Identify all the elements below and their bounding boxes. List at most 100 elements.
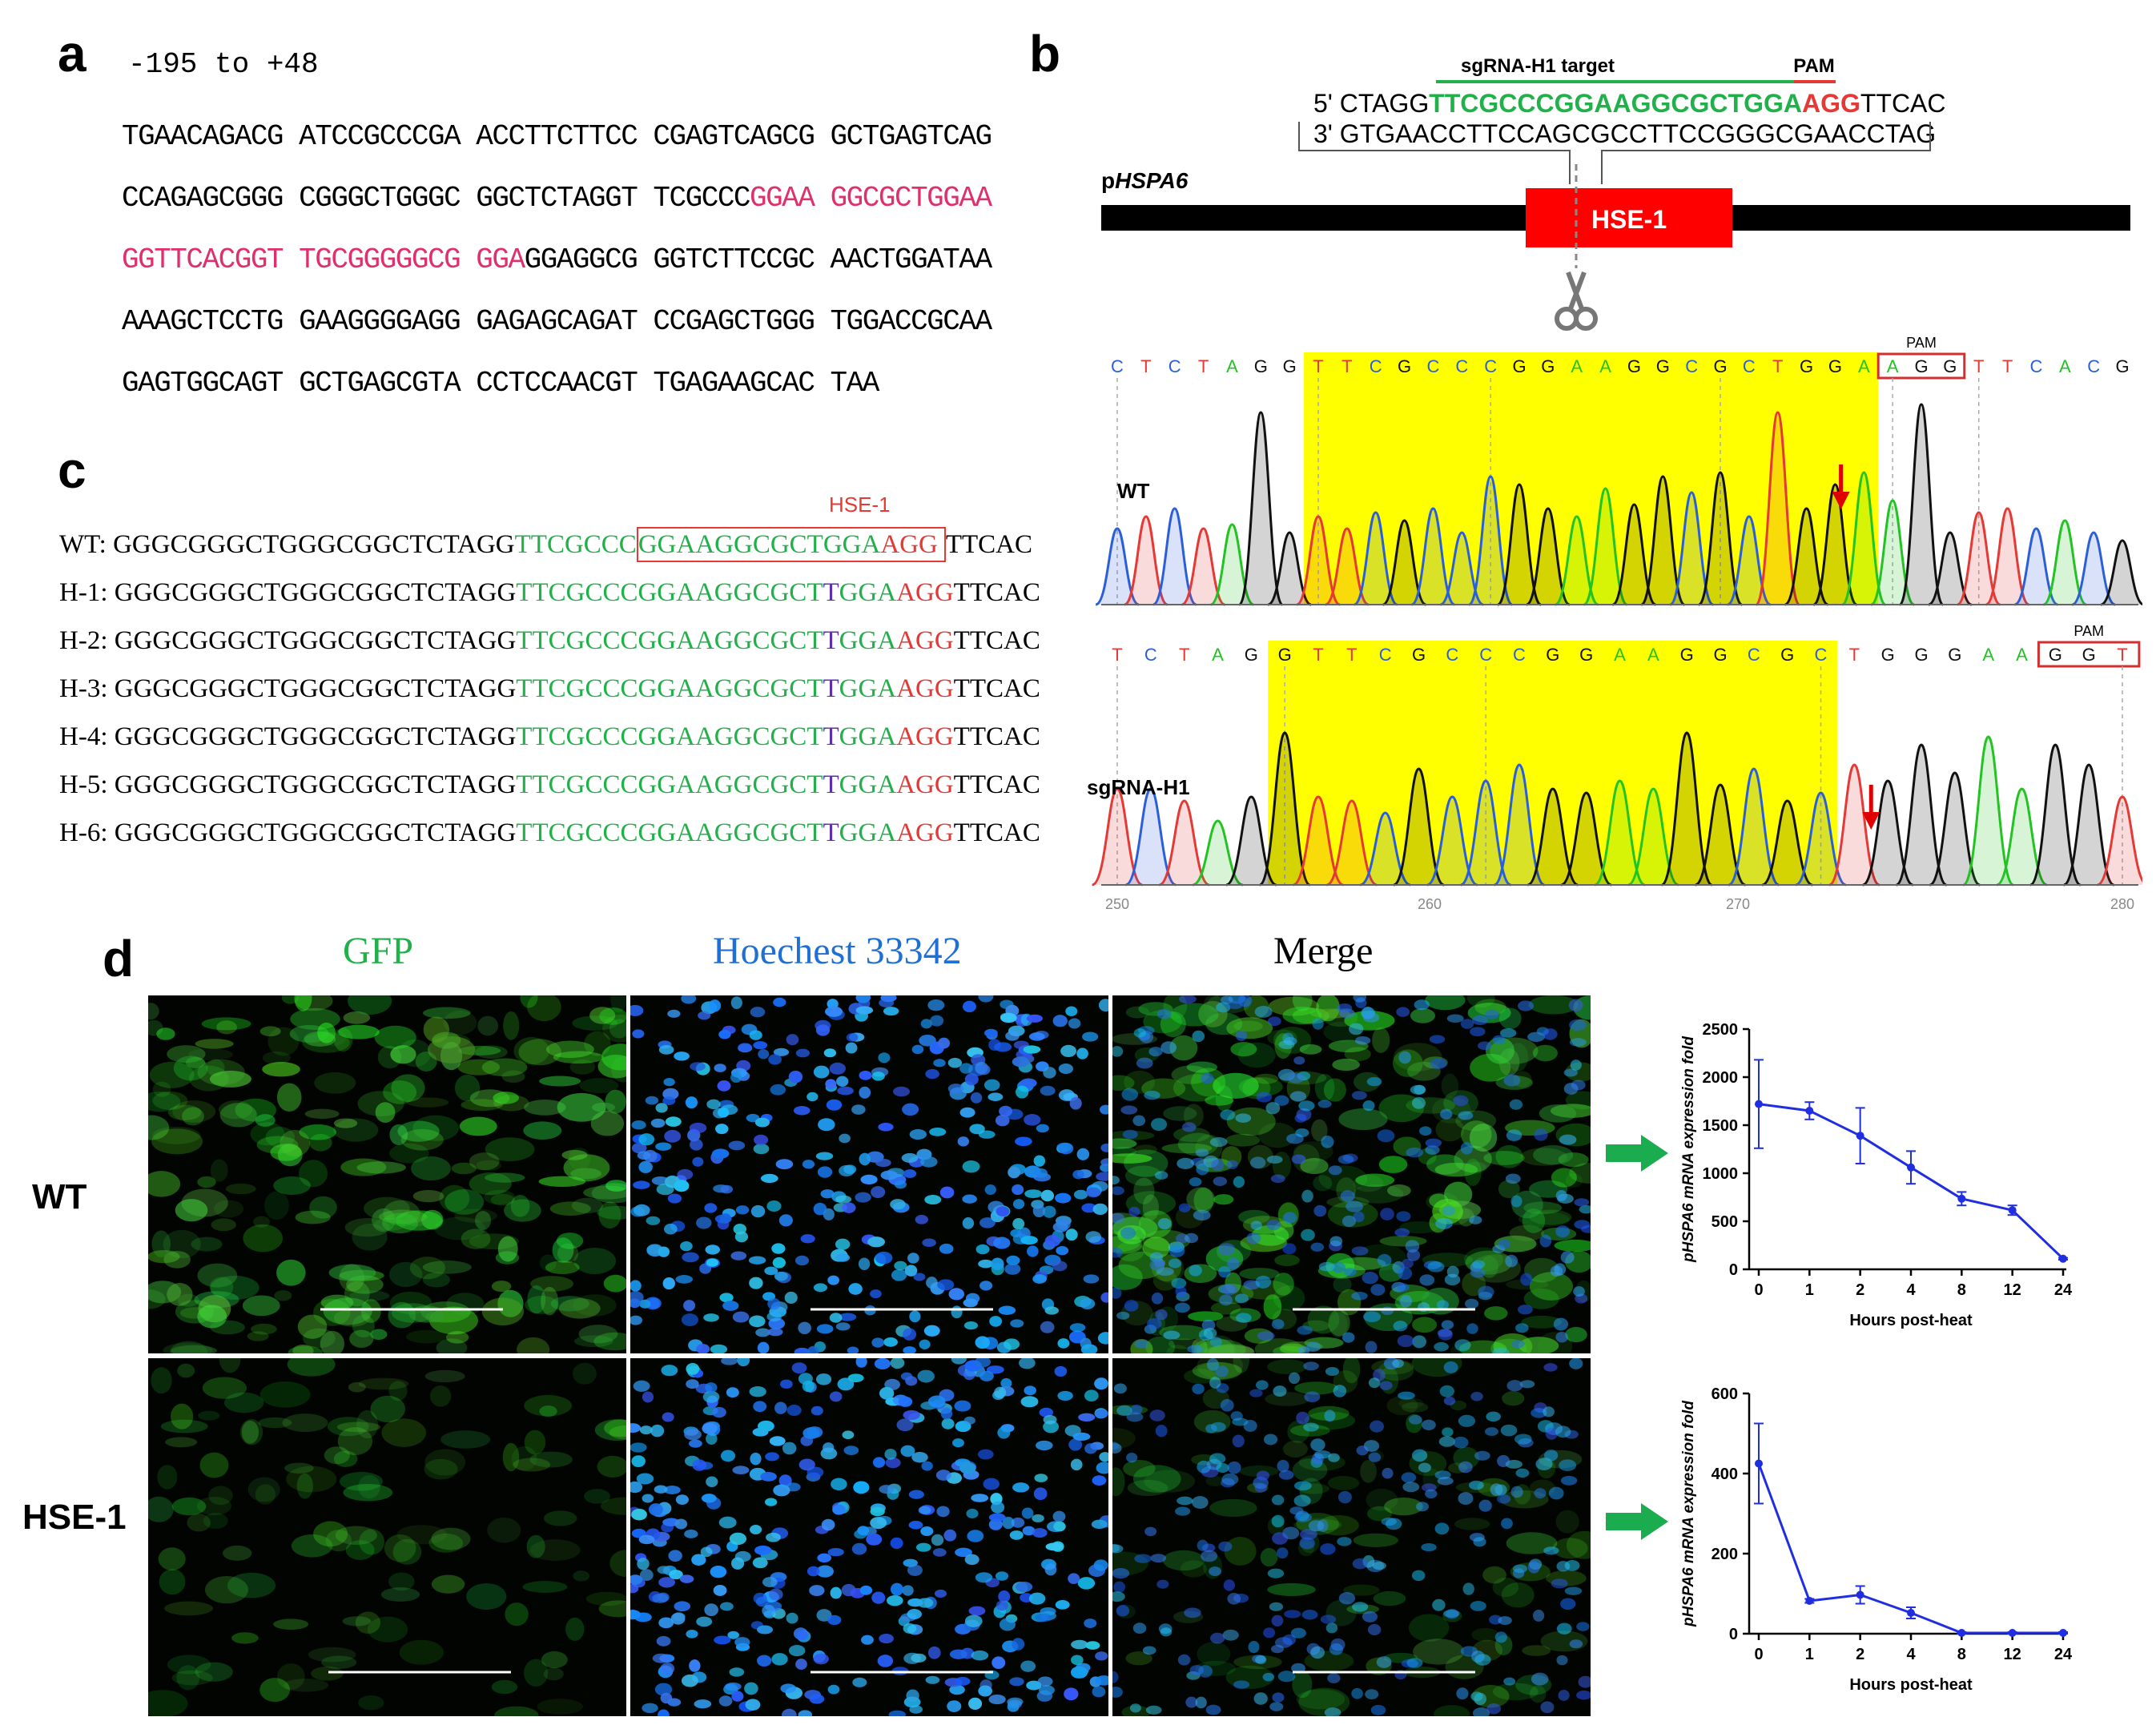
nucleus [1044,1306,1059,1315]
nucleus [987,1092,1004,1101]
nucleus [1129,1703,1141,1713]
nucleus [1466,1323,1478,1334]
nucleus [988,1518,1003,1530]
gfp-cell [255,1484,276,1505]
gfp-cell [198,1410,220,1421]
nucleus [935,1470,951,1481]
gfp-cell [1125,1651,1152,1666]
alignment-row: H-3: GGGCGGGCTGGGCGGCTCTAGGTTCGCCCGGAAGG… [59,674,1040,722]
nucleus [1446,1014,1464,1023]
hse1-box[interactable] [1526,188,1732,247]
micrograph-hse1-hoechst[interactable] [630,1358,1108,1716]
gfp-cell [446,1293,485,1315]
nucleus [1295,1128,1309,1137]
nucleus [720,1450,736,1462]
nucleus [630,1315,643,1325]
gfp-cell [518,1039,561,1066]
micrograph-hse1-merge[interactable] [1112,1358,1591,1716]
nucleus [1340,1190,1355,1202]
nucleus [817,1553,832,1563]
nucleus [878,1052,891,1064]
nucleus [1095,1675,1108,1686]
base-call: T [1346,645,1357,665]
nucleus [1418,1462,1431,1473]
nucleus [1277,1547,1289,1559]
nucleus [975,1358,992,1368]
nucleus [1580,1224,1591,1233]
base-call: T [1112,645,1122,665]
nucleus [642,1494,654,1503]
trace-peak [1761,799,1813,887]
nucleus [1027,1245,1039,1257]
nucleus [1233,1176,1245,1188]
micrograph-wt-merge[interactable] [1112,995,1591,1353]
gfp-cell [276,1663,305,1691]
nucleus [1301,1228,1315,1241]
nucleus [1578,1675,1591,1688]
trace-peak [1325,527,1370,606]
base-call: T [2117,645,2127,665]
gfp-cell [1509,1224,1545,1241]
micrograph-wt-hoechst[interactable] [630,995,1108,1353]
gfp-cell [1292,1671,1313,1699]
nucleus [1218,1243,1236,1256]
y-tick-label: 2000 [1703,1069,1739,1087]
gfp-cell [493,1092,520,1104]
nucleus [1266,1155,1283,1164]
trace-peak [1493,763,1546,887]
nucleus [1015,1582,1033,1593]
nucleus [1215,1365,1229,1377]
gfp-cell [1502,1391,1525,1406]
nucleus [1006,1255,1020,1266]
gfp-cell [1333,1276,1352,1293]
nucleus [1290,1627,1306,1639]
nucleus [1490,1483,1503,1497]
nucleus [657,1566,670,1574]
nucleus [768,1054,782,1065]
nucleus [813,1065,830,1079]
nucleus [1069,1096,1082,1110]
nucleus [631,1142,647,1154]
nucleus [688,1439,702,1448]
gfp-cell [191,1236,223,1252]
gfp-cell [1258,1122,1297,1148]
gfp-cell [1482,1566,1506,1584]
nucleus [1043,1067,1056,1079]
gfp-cell [163,1229,201,1259]
gfp-cell [445,1331,469,1344]
nucleus [1112,1186,1124,1196]
nucleus [979,1370,994,1381]
nucleus [1308,1520,1325,1532]
y-tick-label: 1000 [1703,1165,1739,1183]
nucleus [691,1554,706,1566]
x-tick-label: 24 [2054,1646,2073,1663]
nucleus [1444,1273,1461,1286]
gfp-cell [359,1529,384,1555]
base-call: T [1179,645,1189,665]
nucleus [706,1258,719,1267]
nucleus [1175,1286,1187,1297]
nucleus [1073,1189,1088,1200]
nucleus [630,1298,641,1309]
nucleus [837,1377,855,1391]
nucleus [658,1246,670,1257]
nucleus [1218,1541,1233,1552]
nucleus [782,1442,797,1455]
pam-box [2037,641,2141,668]
nucleus [813,1283,827,1293]
gfp-cell [1338,1108,1388,1131]
gfp-cell [149,1061,195,1088]
micrograph-hse1-gfp[interactable] [148,1358,626,1716]
gfp-cell [195,1662,233,1682]
micrograph-wt-gfp[interactable] [148,995,626,1353]
nucleus [1548,1486,1564,1500]
nucleus [976,1064,991,1076]
nucleus [638,1534,655,1545]
nucleus [1298,1100,1315,1112]
x-tick-label: 12 [2004,1646,2021,1663]
gfp-cell [594,1419,626,1442]
gfp-cell [529,1451,573,1468]
nucleus [1012,1218,1025,1230]
nucleus [1442,1205,1456,1216]
nucleus [796,1630,808,1641]
